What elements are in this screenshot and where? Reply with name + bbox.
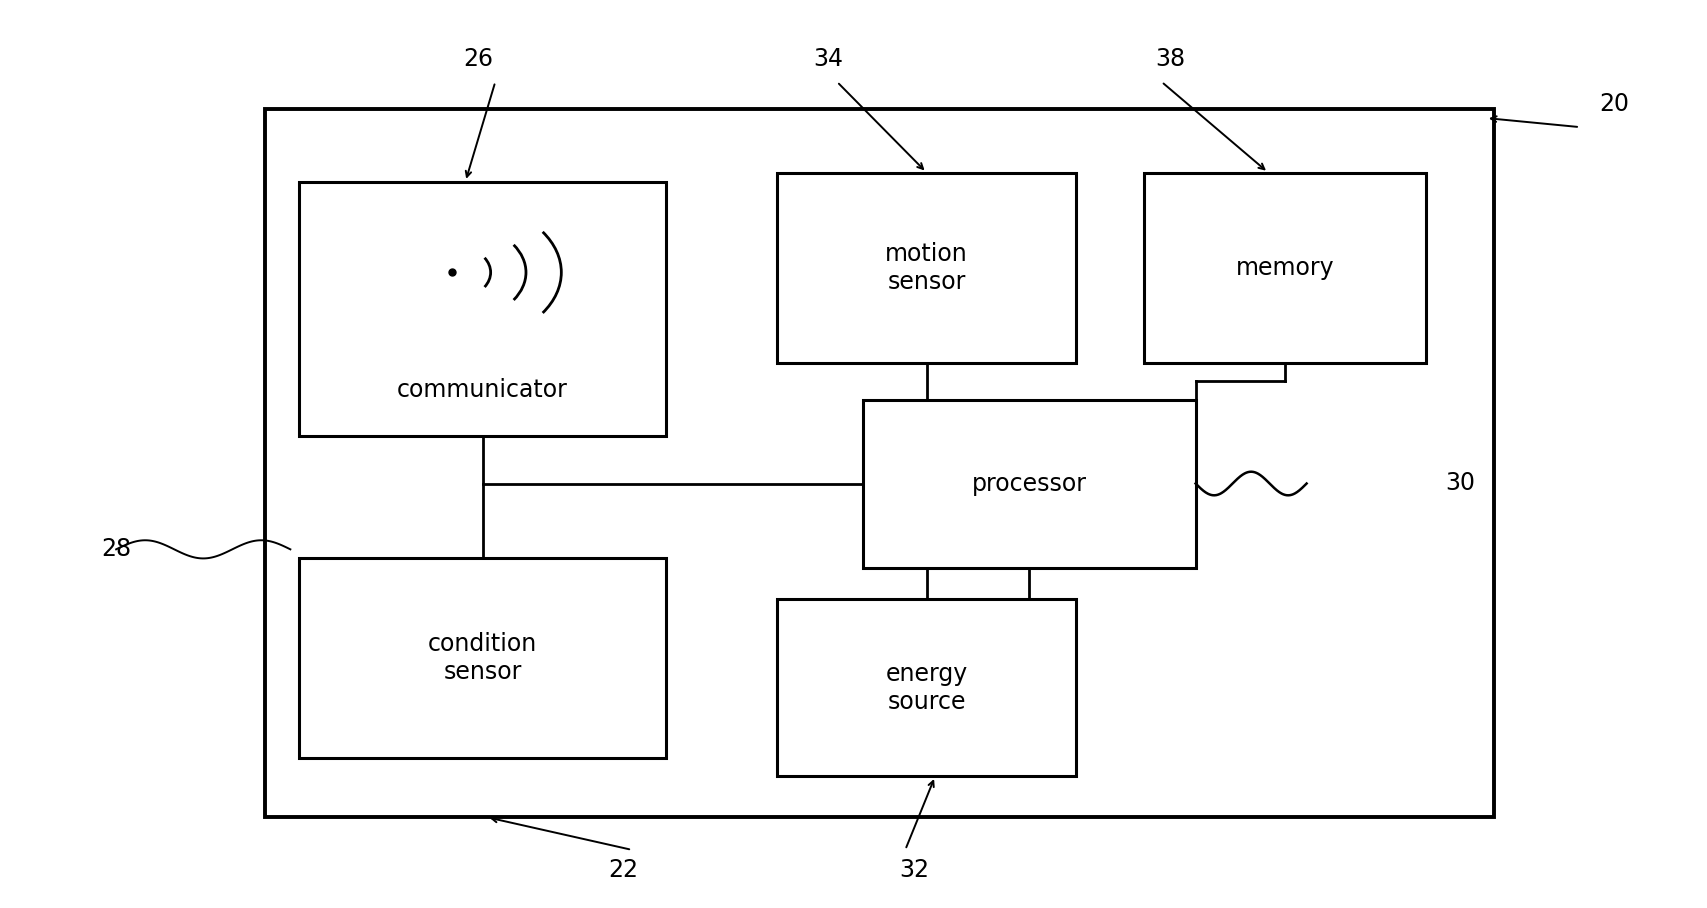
Text: 26: 26 — [463, 47, 493, 71]
Text: energy
source: energy source — [884, 662, 968, 714]
Text: 22: 22 — [608, 858, 638, 882]
Bar — [299, 558, 666, 758]
Text: 28: 28 — [101, 538, 131, 561]
Bar — [862, 400, 1195, 568]
Text: memory: memory — [1236, 256, 1333, 280]
Bar — [265, 109, 1494, 817]
Text: motion
sensor: motion sensor — [884, 242, 968, 294]
Text: processor: processor — [971, 471, 1086, 496]
Text: 30: 30 — [1444, 471, 1475, 495]
Text: condition
sensor: condition sensor — [428, 632, 536, 685]
Text: communicator: communicator — [396, 379, 568, 402]
Bar — [777, 599, 1075, 776]
Bar — [1144, 173, 1425, 363]
Bar — [777, 173, 1075, 363]
Text: 38: 38 — [1154, 47, 1185, 71]
Text: 32: 32 — [898, 858, 929, 882]
Text: 20: 20 — [1598, 93, 1628, 116]
Text: 34: 34 — [813, 47, 843, 71]
Bar — [299, 182, 666, 436]
